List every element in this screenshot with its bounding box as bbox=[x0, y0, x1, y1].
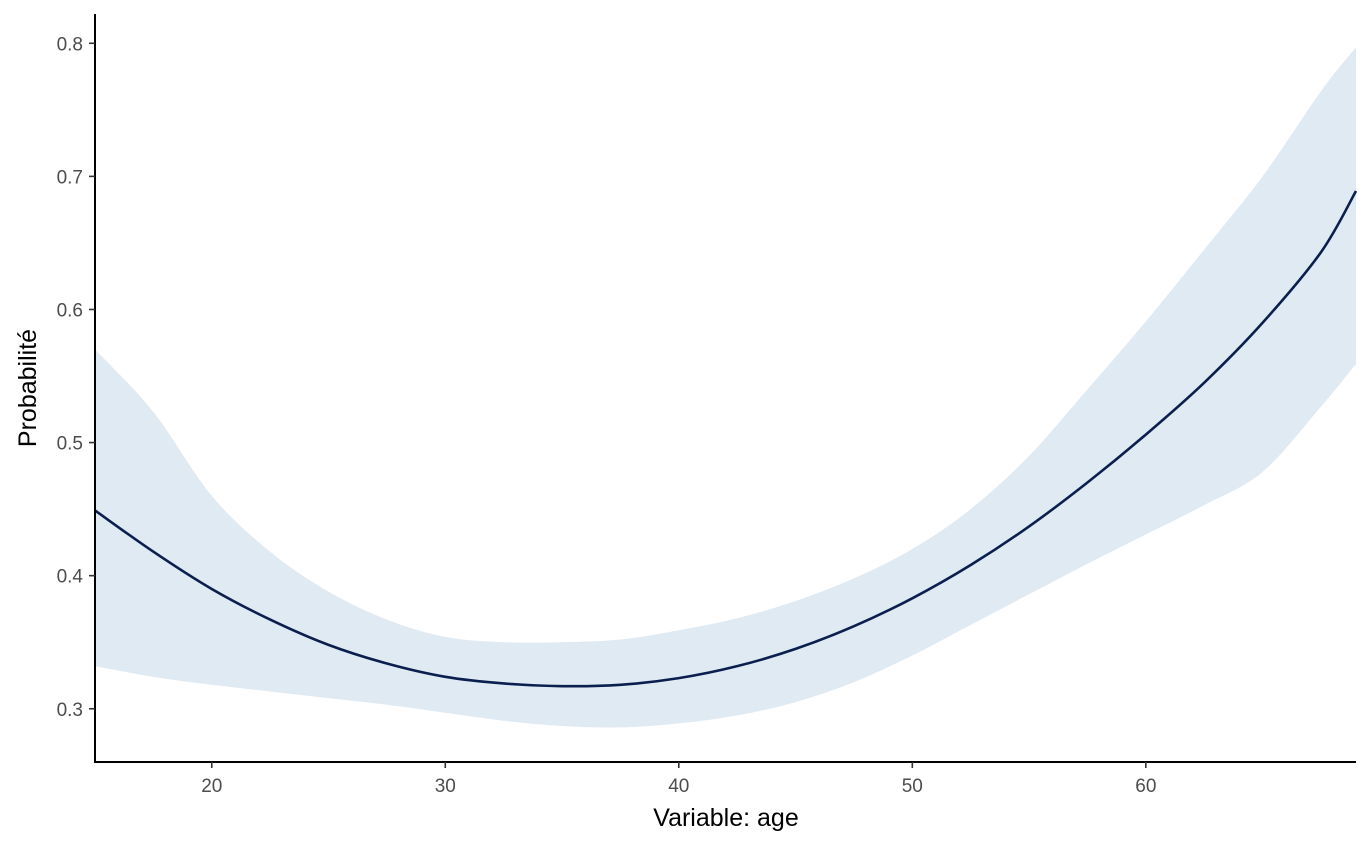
y-axis-title: Probabilité bbox=[14, 329, 42, 447]
plot-area bbox=[94, 47, 1358, 728]
x-tick-label: 20 bbox=[201, 776, 222, 797]
y-tick-label: 0.7 bbox=[57, 167, 83, 188]
x-tick-label: 30 bbox=[435, 776, 456, 797]
y-tick-label: 0.4 bbox=[57, 567, 84, 588]
y-tick-label: 0.8 bbox=[57, 34, 83, 55]
x-axis-title: Variable: age bbox=[653, 804, 798, 832]
confidence-band bbox=[95, 47, 1356, 728]
series-line bbox=[94, 190, 1358, 688]
y-tick-label: 0.5 bbox=[57, 434, 83, 455]
x-tick-label: 40 bbox=[668, 776, 689, 797]
y-tick-label: 0.3 bbox=[57, 700, 83, 721]
x-tick-label: 50 bbox=[902, 776, 923, 797]
x-tick-label: 60 bbox=[1135, 776, 1156, 797]
y-tick-label: 0.6 bbox=[57, 300, 83, 321]
ticks: 0.3 0.4 0.5 0.6 0.7 0.8 20 30 40 50 60 bbox=[57, 34, 1157, 797]
